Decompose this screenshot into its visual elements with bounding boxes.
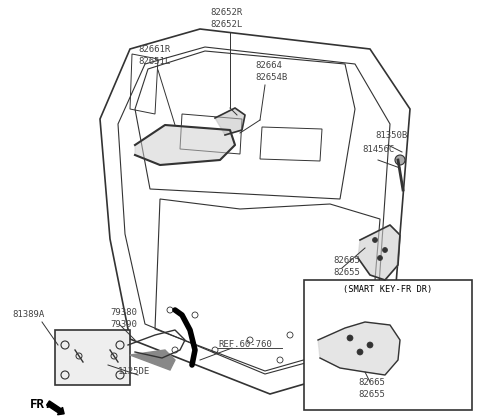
- Polygon shape: [135, 125, 235, 165]
- Text: 81456C: 81456C: [362, 145, 394, 154]
- Text: 82665: 82665: [358, 378, 385, 387]
- Text: 82651L: 82651L: [138, 57, 170, 66]
- Text: 82664: 82664: [255, 61, 282, 70]
- Text: 82655: 82655: [358, 390, 385, 399]
- Polygon shape: [215, 108, 245, 135]
- Circle shape: [357, 349, 363, 355]
- Circle shape: [367, 342, 373, 348]
- Text: 81350B: 81350B: [375, 131, 407, 140]
- Circle shape: [395, 155, 405, 165]
- Text: 81389A: 81389A: [12, 310, 44, 319]
- Text: 82665: 82665: [333, 256, 360, 265]
- Circle shape: [372, 238, 377, 243]
- Polygon shape: [130, 350, 175, 370]
- Bar: [55, 330, 130, 385]
- Text: 79390: 79390: [110, 320, 137, 329]
- Circle shape: [377, 256, 383, 261]
- FancyArrow shape: [47, 401, 64, 415]
- Text: 82655: 82655: [333, 268, 360, 277]
- Bar: [304, 280, 472, 410]
- Text: REF.60-760: REF.60-760: [218, 340, 272, 349]
- Text: 82654B: 82654B: [255, 73, 287, 82]
- Text: 82661R: 82661R: [138, 45, 170, 54]
- Text: 79380: 79380: [110, 308, 137, 317]
- Text: 1125DE: 1125DE: [118, 367, 150, 376]
- Circle shape: [383, 248, 387, 253]
- Text: (SMART KEY-FR DR): (SMART KEY-FR DR): [343, 285, 432, 294]
- Text: 82652L: 82652L: [210, 20, 242, 29]
- Text: 82652R: 82652R: [210, 8, 242, 17]
- Text: FR.: FR.: [30, 398, 52, 411]
- Circle shape: [347, 335, 353, 341]
- Polygon shape: [358, 225, 400, 280]
- Polygon shape: [318, 322, 400, 375]
